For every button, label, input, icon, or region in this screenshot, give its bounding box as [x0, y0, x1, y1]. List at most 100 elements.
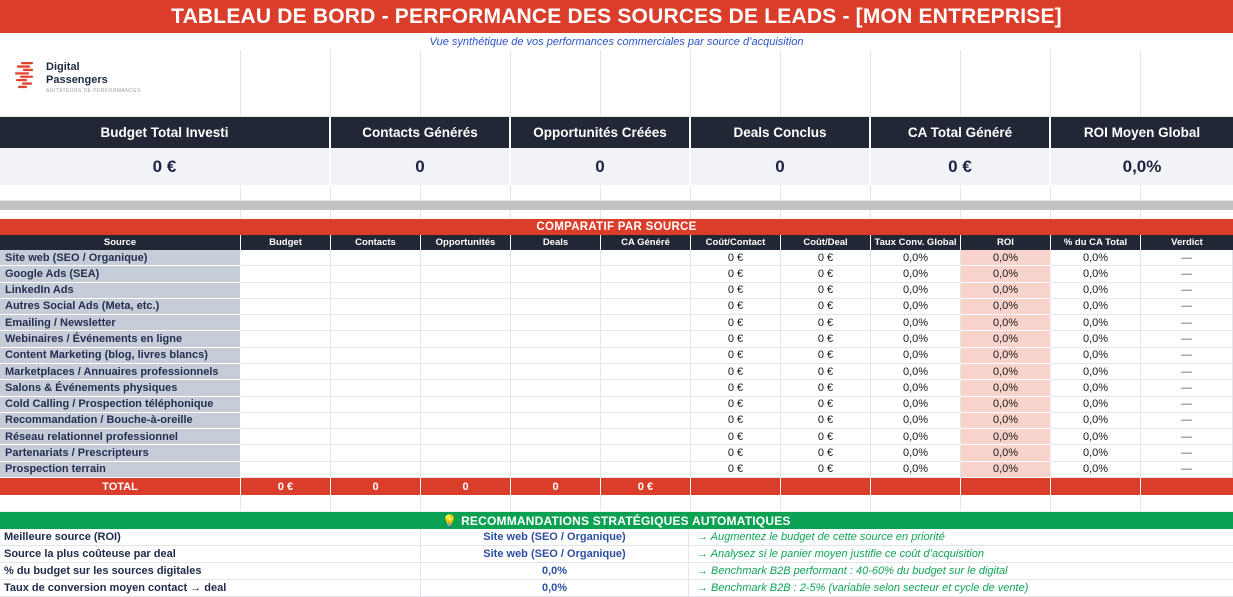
- column-header: Contacts: [331, 235, 421, 250]
- comparatif-banner: COMPARATIF PAR SOURCE: [0, 219, 1233, 235]
- metric-cell: 0,0%: [871, 461, 961, 478]
- input-cell[interactable]: [511, 331, 601, 348]
- input-cell[interactable]: [331, 412, 421, 430]
- grid-cell: [0, 210, 241, 219]
- input-cell[interactable]: [241, 282, 331, 299]
- input-cell[interactable]: [241, 331, 331, 348]
- input-cell[interactable]: [601, 298, 691, 316]
- input-cell[interactable]: [511, 347, 601, 364]
- input-cell[interactable]: [601, 412, 691, 430]
- input-cell[interactable]: [511, 412, 601, 430]
- recommendation-label: Meilleure source (ROI): [0, 529, 421, 545]
- input-cell[interactable]: [421, 347, 511, 364]
- kpi-label: Deals Conclus: [691, 117, 871, 148]
- input-cell[interactable]: [511, 445, 601, 462]
- input-cell[interactable]: [331, 396, 421, 413]
- total-value-cell: [781, 478, 871, 495]
- input-cell[interactable]: [421, 315, 511, 332]
- input-cell[interactable]: [331, 363, 421, 381]
- input-cell[interactable]: [421, 298, 511, 316]
- input-cell[interactable]: [331, 266, 421, 283]
- grid-cell: [961, 50, 1051, 116]
- input-cell[interactable]: [241, 363, 331, 381]
- kpi-label: Budget Total Investi: [0, 117, 331, 148]
- input-cell[interactable]: [421, 445, 511, 462]
- metric-cell: 0 €: [781, 363, 871, 381]
- recommendation-value: Site web (SEO / Organique): [421, 529, 689, 545]
- input-cell[interactable]: [331, 461, 421, 478]
- input-cell[interactable]: [241, 396, 331, 413]
- input-cell[interactable]: [421, 429, 511, 446]
- metric-cell: 0 €: [691, 331, 781, 348]
- input-cell[interactable]: [601, 363, 691, 381]
- column-header: Verdict: [1171, 237, 1203, 248]
- input-cell[interactable]: [421, 331, 511, 348]
- input-cell[interactable]: [511, 250, 601, 267]
- roi-cell: 0,0%: [961, 445, 1051, 462]
- recommendation-row: Source la plus coûteuse par deal Site web…: [0, 546, 1233, 563]
- input-cell[interactable]: [241, 347, 331, 364]
- roi-cell: 0,0%: [961, 412, 1051, 430]
- input-cell[interactable]: [421, 363, 511, 381]
- input-cell[interactable]: [421, 380, 511, 397]
- input-cell[interactable]: [331, 331, 421, 348]
- metric-cell: 0,0%: [871, 429, 961, 446]
- metric-cell: 0,0%: [1051, 266, 1141, 283]
- input-cell[interactable]: [331, 250, 421, 267]
- input-cell[interactable]: [511, 315, 601, 332]
- verdict-cell: —: [1141, 315, 1233, 332]
- input-cell[interactable]: [421, 461, 511, 478]
- input-cell[interactable]: [601, 250, 691, 267]
- column-header: Coût/Deal: [781, 235, 871, 250]
- input-cell[interactable]: [241, 298, 331, 316]
- input-cell[interactable]: [511, 298, 601, 316]
- source-cell: Autres Social Ads (Meta, etc.): [0, 298, 241, 316]
- input-cell[interactable]: [421, 250, 511, 267]
- input-cell[interactable]: [421, 266, 511, 283]
- input-cell[interactable]: [331, 347, 421, 364]
- grid-cell: [1051, 50, 1141, 116]
- input-cell[interactable]: [511, 429, 601, 446]
- input-cell[interactable]: [511, 396, 601, 413]
- input-cell[interactable]: [331, 298, 421, 316]
- roi-cell: 0,0%: [961, 396, 1051, 413]
- input-cell[interactable]: [511, 380, 601, 397]
- input-cell[interactable]: [241, 429, 331, 446]
- grid-cell: [0, 185, 241, 200]
- input-cell[interactable]: [241, 266, 331, 283]
- input-cell[interactable]: [511, 266, 601, 283]
- input-cell[interactable]: [331, 445, 421, 462]
- input-cell[interactable]: [241, 412, 331, 430]
- input-cell[interactable]: [511, 282, 601, 299]
- input-cell[interactable]: [241, 380, 331, 397]
- input-cell[interactable]: [331, 315, 421, 332]
- input-cell[interactable]: [601, 331, 691, 348]
- input-cell[interactable]: [241, 461, 331, 478]
- input-cell[interactable]: [601, 396, 691, 413]
- input-cell[interactable]: [601, 461, 691, 478]
- input-cell[interactable]: [331, 282, 421, 299]
- input-cell[interactable]: [331, 380, 421, 397]
- input-cell[interactable]: [511, 461, 601, 478]
- input-cell[interactable]: [601, 315, 691, 332]
- kpi-values-row: 0 €0 0 0 0 €0,0%: [0, 148, 1233, 185]
- kpi-label: Contacts Générés: [331, 117, 511, 148]
- input-cell[interactable]: [421, 412, 511, 430]
- grid-cell: [331, 495, 421, 511]
- input-cell[interactable]: [421, 282, 511, 299]
- input-cell[interactable]: [241, 315, 331, 332]
- input-cell[interactable]: [331, 429, 421, 446]
- input-cell[interactable]: [511, 363, 601, 381]
- input-cell[interactable]: [601, 347, 691, 364]
- input-cell[interactable]: [601, 429, 691, 446]
- input-cell[interactable]: [601, 380, 691, 397]
- input-cell[interactable]: [241, 250, 331, 267]
- input-cell[interactable]: [601, 282, 691, 299]
- input-cell[interactable]: [241, 445, 331, 462]
- input-cell[interactable]: [421, 396, 511, 413]
- input-cell[interactable]: [601, 445, 691, 462]
- input-cell[interactable]: [601, 266, 691, 283]
- logo-mark-icon: [14, 61, 38, 98]
- page-title: TABLEAU DE BORD - PERFORMANCE DES SOURCE…: [171, 4, 1062, 28]
- kpi-value: 0: [691, 148, 871, 185]
